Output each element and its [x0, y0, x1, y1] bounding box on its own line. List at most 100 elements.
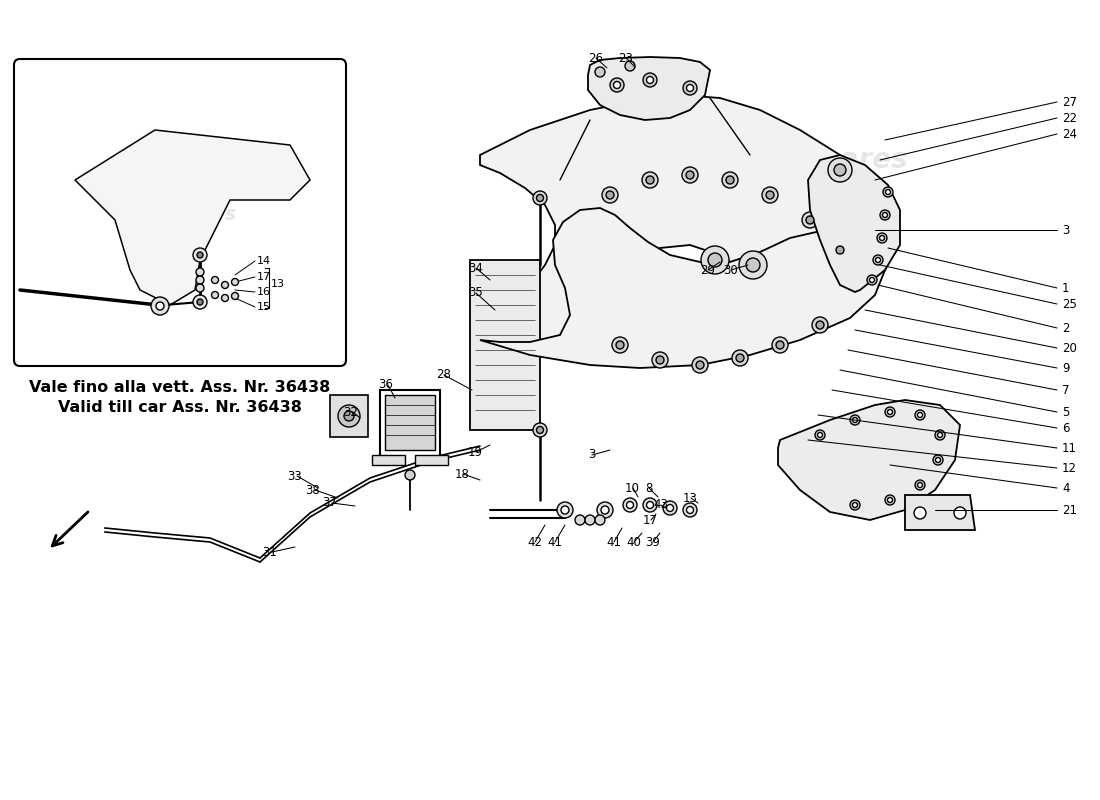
Circle shape — [954, 507, 966, 519]
Circle shape — [585, 515, 595, 525]
Text: 30: 30 — [723, 263, 738, 277]
Polygon shape — [480, 208, 886, 368]
Circle shape — [196, 276, 204, 284]
Text: 5: 5 — [1062, 406, 1069, 418]
Circle shape — [869, 278, 874, 282]
Circle shape — [880, 235, 884, 241]
Circle shape — [537, 426, 543, 434]
Circle shape — [917, 413, 923, 418]
Text: 25: 25 — [1062, 298, 1077, 310]
Circle shape — [683, 81, 697, 95]
Circle shape — [610, 78, 624, 92]
Circle shape — [344, 411, 354, 421]
Circle shape — [686, 171, 694, 179]
Circle shape — [914, 507, 926, 519]
Polygon shape — [480, 95, 895, 355]
Text: 27: 27 — [1062, 95, 1077, 109]
Circle shape — [935, 458, 940, 462]
Circle shape — [701, 246, 729, 274]
Circle shape — [802, 212, 818, 228]
Circle shape — [682, 167, 698, 183]
Text: eurospares: eurospares — [532, 316, 707, 344]
Circle shape — [772, 337, 788, 353]
Polygon shape — [372, 455, 405, 465]
Text: 34: 34 — [468, 262, 483, 274]
Circle shape — [612, 337, 628, 353]
Circle shape — [739, 251, 767, 279]
Circle shape — [197, 252, 204, 258]
Circle shape — [623, 498, 637, 512]
Text: 6: 6 — [1062, 422, 1069, 434]
Circle shape — [196, 284, 204, 292]
Circle shape — [873, 255, 883, 265]
Circle shape — [867, 275, 877, 285]
FancyBboxPatch shape — [14, 59, 346, 366]
Circle shape — [832, 242, 848, 258]
Circle shape — [616, 341, 624, 349]
Circle shape — [644, 73, 657, 87]
Text: 21: 21 — [1062, 503, 1077, 517]
Circle shape — [883, 187, 893, 197]
Text: eurospares: eurospares — [112, 196, 288, 224]
Circle shape — [850, 500, 860, 510]
Circle shape — [816, 321, 824, 329]
Circle shape — [886, 407, 895, 417]
Text: 12: 12 — [1062, 462, 1077, 474]
Circle shape — [732, 350, 748, 366]
Circle shape — [852, 418, 858, 422]
Text: 36: 36 — [378, 378, 393, 391]
Text: 40: 40 — [626, 535, 641, 549]
Circle shape — [915, 480, 925, 490]
Circle shape — [686, 506, 693, 514]
Circle shape — [575, 515, 585, 525]
Circle shape — [888, 498, 892, 502]
Circle shape — [652, 352, 668, 368]
Polygon shape — [415, 455, 448, 465]
Text: 42: 42 — [527, 535, 542, 549]
Circle shape — [606, 191, 614, 199]
Text: 31: 31 — [262, 546, 277, 558]
Circle shape — [595, 67, 605, 77]
Text: 20: 20 — [1062, 342, 1077, 354]
Circle shape — [722, 172, 738, 188]
Text: 10: 10 — [625, 482, 640, 494]
Text: 43: 43 — [653, 498, 668, 511]
Circle shape — [534, 423, 547, 437]
Circle shape — [656, 356, 664, 364]
Text: 38: 38 — [305, 483, 320, 497]
Circle shape — [886, 190, 891, 194]
Circle shape — [886, 495, 895, 505]
Circle shape — [151, 297, 169, 315]
Text: 2: 2 — [1062, 322, 1069, 334]
Circle shape — [221, 294, 229, 302]
Text: 32: 32 — [343, 406, 358, 418]
Circle shape — [667, 505, 673, 511]
Circle shape — [231, 293, 239, 299]
Circle shape — [806, 216, 814, 224]
Text: 8: 8 — [645, 482, 652, 494]
Text: 15: 15 — [257, 302, 271, 312]
Text: 18: 18 — [455, 467, 470, 481]
Circle shape — [882, 213, 888, 218]
Circle shape — [850, 415, 860, 425]
Circle shape — [405, 470, 415, 480]
Text: 29: 29 — [700, 263, 715, 277]
Text: 26: 26 — [588, 51, 603, 65]
Circle shape — [692, 357, 708, 373]
Circle shape — [534, 191, 547, 205]
Circle shape — [762, 187, 778, 203]
Circle shape — [647, 77, 653, 83]
Text: 7: 7 — [1062, 383, 1069, 397]
Circle shape — [211, 277, 219, 283]
Circle shape — [828, 158, 852, 182]
Circle shape — [746, 258, 760, 272]
Circle shape — [852, 502, 858, 507]
Text: 41: 41 — [606, 535, 621, 549]
Circle shape — [642, 172, 658, 188]
Circle shape — [696, 361, 704, 369]
Circle shape — [933, 455, 943, 465]
Text: 41: 41 — [547, 535, 562, 549]
Text: 39: 39 — [645, 535, 660, 549]
Circle shape — [192, 295, 207, 309]
Circle shape — [877, 233, 887, 243]
